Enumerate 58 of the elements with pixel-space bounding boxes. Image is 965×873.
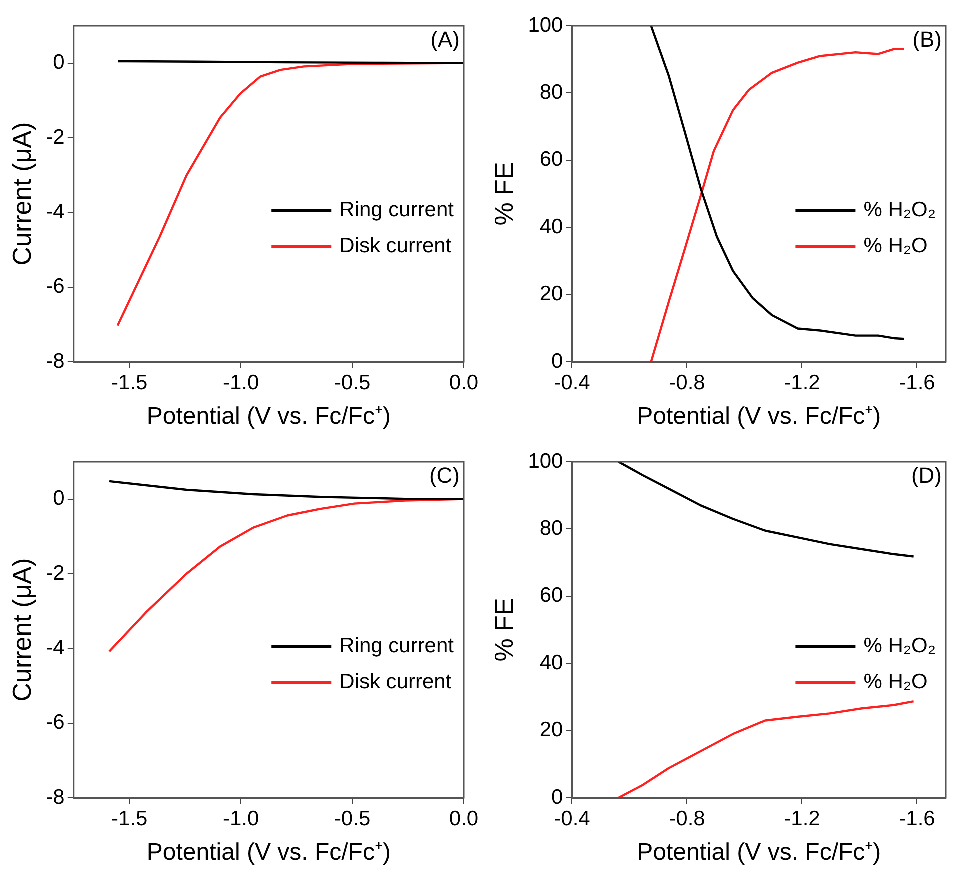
y-axis-title: Current (μA) xyxy=(6,122,37,266)
y-tick-label: 60 xyxy=(540,148,564,172)
y-tick-label: 100 xyxy=(528,14,564,37)
y-tick-label: 0 xyxy=(53,51,65,74)
x-tick-label: -0.5 xyxy=(334,807,371,830)
x-tick-label: 0.0 xyxy=(449,371,479,394)
x-tick-label: -0.4 xyxy=(554,371,591,394)
x-tick-label: -0.4 xyxy=(554,807,591,830)
y-tick-label: -6 xyxy=(46,711,65,734)
x-tick-label: -1.5 xyxy=(112,371,148,394)
y-tick-label: 80 xyxy=(540,80,564,104)
legend-label: % H₂O₂ xyxy=(864,634,936,658)
legend-label: % H₂O₂ xyxy=(864,198,936,222)
legend-label: Disk current xyxy=(340,670,452,694)
x-tick-label: -1.6 xyxy=(899,371,936,394)
x-tick-label: -1.5 xyxy=(112,807,148,830)
annotation: (C) xyxy=(429,463,460,488)
y-tick-label: -8 xyxy=(46,786,65,809)
legend-label: % H₂O xyxy=(864,234,928,258)
y-tick-label: -4 xyxy=(46,200,66,224)
legend-label: Disk current xyxy=(340,234,452,258)
y-tick-label: 60 xyxy=(540,584,564,608)
x-tick-label: -1.6 xyxy=(899,807,936,830)
x-axis-title: Potential (V vs. Fc/Fc⁺) xyxy=(637,403,882,430)
x-tick-label: -1.0 xyxy=(222,371,260,394)
y-tick-label: 80 xyxy=(540,516,564,540)
x-tick-label: 0.0 xyxy=(449,807,479,830)
y-tick-label: 0 xyxy=(552,786,564,809)
x-axis-title: Potential (V vs. Fc/Fc⁺) xyxy=(637,839,882,866)
y-tick-label: 100 xyxy=(528,450,564,473)
y-axis-title: % FE xyxy=(488,162,519,226)
x-tick-label: -1.2 xyxy=(784,807,820,830)
x-axis-title: Potential (V vs. Fc/Fc⁺) xyxy=(146,839,391,866)
y-tick-label: -4 xyxy=(46,636,66,660)
annotation: (A) xyxy=(430,27,460,52)
y-tick-label: 20 xyxy=(540,718,564,742)
y-tick-label: -2 xyxy=(46,126,65,149)
annotation: (D) xyxy=(911,463,942,488)
annotation: (B) xyxy=(912,27,942,52)
legend-label: Ring current xyxy=(340,198,454,222)
x-axis-title: Potential (V vs. Fc/Fc⁺) xyxy=(146,403,391,430)
y-tick-label: 0 xyxy=(53,487,65,510)
y-tick-label: 40 xyxy=(540,651,564,674)
y-axis-title: Current (μA) xyxy=(6,558,37,702)
y-tick-label: 0 xyxy=(552,350,564,373)
x-tick-label: -0.8 xyxy=(669,371,706,394)
x-tick-label: -1.2 xyxy=(784,371,820,394)
y-tick-label: -2 xyxy=(46,562,65,585)
y-axis-title: % FE xyxy=(488,598,519,662)
legend-label: % H₂O xyxy=(864,670,928,694)
y-tick-label: -6 xyxy=(46,275,65,298)
x-tick-label: -0.5 xyxy=(334,371,371,394)
x-tick-label: -1.0 xyxy=(222,807,260,830)
y-tick-label: 40 xyxy=(540,215,564,238)
y-tick-label: -8 xyxy=(46,350,65,373)
legend-label: Ring current xyxy=(340,634,454,658)
x-tick-label: -0.8 xyxy=(669,807,706,830)
y-tick-label: 20 xyxy=(540,282,564,306)
